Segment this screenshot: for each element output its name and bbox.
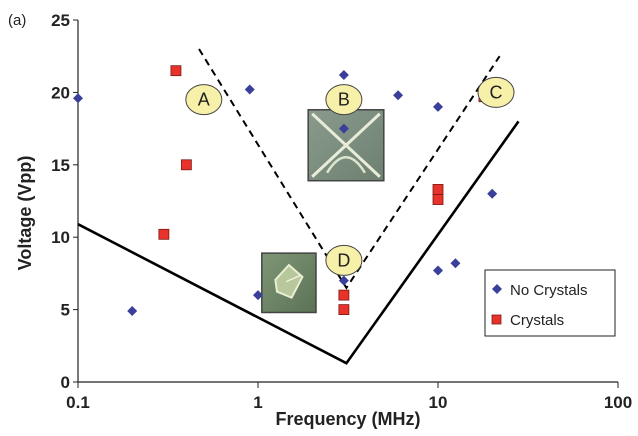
y-axis-ticks: 0 5 10 15 20 25 bbox=[51, 11, 78, 392]
plot-axes bbox=[77, 20, 618, 383]
x-tick-label: 10 bbox=[429, 393, 448, 412]
single-crystal-image bbox=[261, 252, 317, 314]
crystal-growth-image bbox=[307, 109, 385, 182]
boundary-lines bbox=[77, 48, 520, 365]
svg-text:A: A bbox=[198, 90, 210, 110]
crystals-point bbox=[338, 289, 350, 301]
y-tick-label: 10 bbox=[51, 228, 70, 247]
inset-images bbox=[261, 109, 385, 314]
crystals-point bbox=[432, 194, 444, 205]
y-tick-label: 5 bbox=[61, 301, 70, 320]
no-crystals-point bbox=[338, 123, 349, 134]
no-crystals-point bbox=[487, 188, 498, 199]
crystals-point bbox=[170, 65, 182, 77]
legend-marker-no-crystals bbox=[492, 284, 502, 294]
solid-boundary-line bbox=[77, 120, 520, 365]
no-crystals-point bbox=[253, 290, 263, 301]
x-tick-label: 1 bbox=[253, 393, 262, 412]
y-axis-title: Voltage (Vpp) bbox=[15, 156, 35, 271]
no-crystals-point bbox=[433, 265, 443, 276]
legend-label-crystals: Crystals bbox=[510, 312, 564, 329]
svg-text:D: D bbox=[337, 250, 350, 270]
x-tick-label: 100 bbox=[604, 393, 632, 412]
panel-label: (a) bbox=[8, 12, 26, 29]
no-crystals-point bbox=[244, 84, 255, 95]
x-tick-label: 0.1 bbox=[66, 393, 90, 412]
no-crystals-point bbox=[450, 258, 461, 269]
no-crystals-point bbox=[393, 90, 404, 101]
no-crystals-point bbox=[338, 70, 349, 81]
y-tick-label: 20 bbox=[51, 83, 70, 102]
legend-label-no-crystals: No Crystals bbox=[510, 282, 588, 299]
region-label-c: C bbox=[477, 76, 515, 108]
legend-marker-crystals bbox=[491, 314, 502, 325]
region-label-d: D bbox=[325, 244, 363, 276]
data-points bbox=[73, 65, 498, 317]
no-crystals-point bbox=[73, 93, 83, 104]
no-crystals-point bbox=[433, 101, 443, 112]
legend-box bbox=[484, 269, 616, 337]
region-labels: A B C D bbox=[185, 76, 515, 276]
no-crystals-point bbox=[338, 275, 349, 286]
crystals-point bbox=[180, 159, 192, 171]
svg-text:C: C bbox=[489, 82, 502, 102]
region-label-a: A bbox=[185, 84, 223, 116]
y-tick-label: 15 bbox=[51, 156, 70, 175]
crystals-point bbox=[338, 304, 350, 316]
y-tick-label: 0 bbox=[61, 373, 70, 392]
no-crystals-point bbox=[127, 306, 138, 317]
crystals-point bbox=[158, 228, 170, 240]
x-axis-title: Frequency (MHz) bbox=[275, 409, 420, 429]
dashed-boundary-line bbox=[198, 48, 501, 290]
legend: No Crystals Crystals bbox=[484, 269, 616, 337]
crystals-point bbox=[432, 184, 444, 195]
svg-text:B: B bbox=[338, 90, 350, 110]
y-tick-label: 25 bbox=[51, 11, 70, 30]
region-label-b: B bbox=[325, 84, 363, 116]
x-axis-ticks: 0.1 1 10 100 bbox=[66, 382, 632, 412]
